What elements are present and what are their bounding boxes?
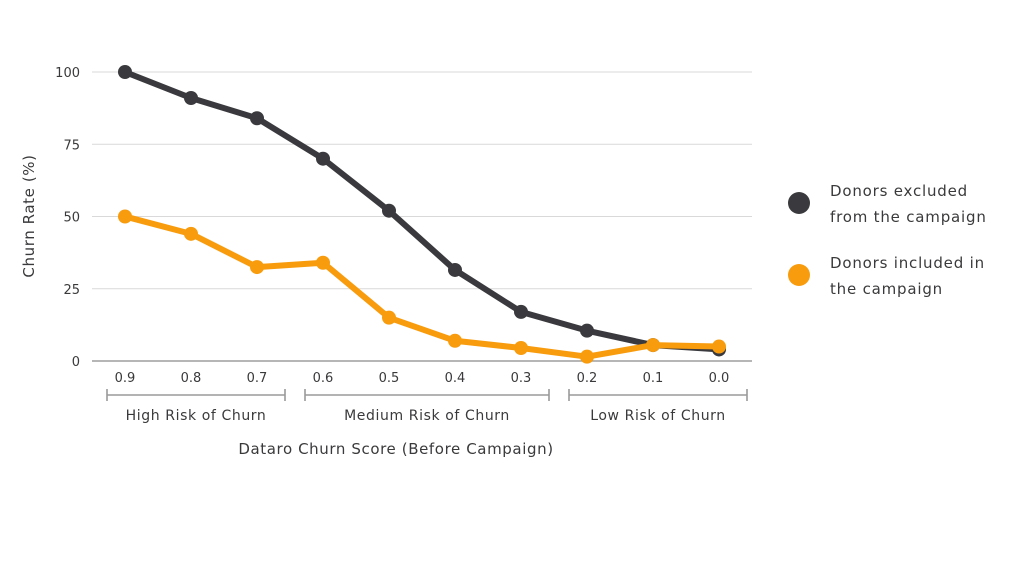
x-tick-label: 0.4 — [445, 371, 466, 386]
data-point-0 — [382, 203, 396, 218]
data-point-1 — [184, 226, 198, 241]
data-point-0 — [580, 323, 594, 338]
y-axis-title: Churn Rate (%) — [20, 154, 38, 277]
y-tick-label: 0 — [72, 355, 80, 370]
x-axis-title: Dataro Churn Score (Before Campaign) — [238, 440, 553, 458]
legend-label-included: Donors included in the campaign — [830, 254, 985, 298]
data-point-1 — [712, 339, 726, 354]
data-point-0 — [184, 91, 198, 106]
data-point-0 — [316, 151, 330, 166]
y-tick-label: 75 — [63, 138, 80, 153]
series-line-0 — [122, 69, 722, 353]
data-point-0 — [448, 262, 462, 277]
legend-dot-included — [788, 264, 810, 286]
legend: Donors excluded from the campaign Donors… — [788, 178, 1018, 322]
y-tick-label: 50 — [63, 211, 80, 226]
data-point-1 — [448, 333, 462, 348]
x-tick-label: 0.3 — [511, 371, 532, 386]
x-tick-label: 0.9 — [115, 371, 136, 386]
x-tick-label: 0.1 — [643, 371, 664, 386]
legend-dot-excluded — [788, 192, 810, 214]
data-point-1 — [118, 209, 132, 224]
data-point-1 — [646, 338, 660, 353]
data-point-0 — [118, 65, 132, 79]
data-point-1 — [382, 310, 396, 325]
x-tick-label: 0.0 — [709, 371, 730, 386]
series-line-1 — [122, 213, 722, 360]
y-tick-label: 25 — [63, 283, 80, 298]
legend-item-excluded: Donors excluded from the campaign — [788, 178, 1018, 230]
data-point-1 — [250, 260, 264, 275]
x-tick-label: 0.5 — [379, 371, 400, 386]
legend-item-included: Donors included in the campaign — [788, 250, 1018, 302]
data-point-0 — [250, 111, 264, 126]
x-tick-label: 0.6 — [313, 371, 334, 386]
data-point-1 — [514, 340, 528, 355]
legend-label-excluded: Donors excluded from the campaign — [830, 182, 987, 226]
data-point-1 — [316, 255, 330, 270]
group-label: Low Risk of Churn — [590, 408, 726, 424]
x-tick-label: 0.7 — [247, 371, 268, 386]
data-point-0 — [514, 304, 528, 319]
x-tick-label: 0.8 — [181, 371, 202, 386]
group-label: High Risk of Churn — [126, 408, 267, 424]
group-label: Medium Risk of Churn — [344, 408, 510, 424]
y-tick-label: 100 — [55, 66, 80, 81]
data-point-1 — [580, 349, 594, 364]
x-tick-label: 0.2 — [577, 371, 598, 386]
